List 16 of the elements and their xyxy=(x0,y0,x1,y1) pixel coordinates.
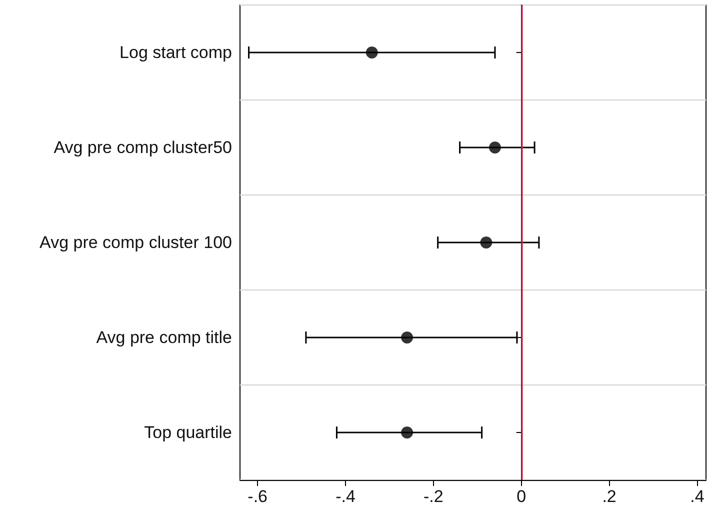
x-tick-label: 0 xyxy=(516,487,526,506)
x-tick-label: -.2 xyxy=(424,487,444,506)
y-tick-label: Avg pre comp cluster 100 xyxy=(40,233,232,252)
point xyxy=(480,236,492,248)
x-tick-label: .4 xyxy=(690,487,704,506)
y-tick-label: Avg pre comp title xyxy=(96,328,232,347)
point xyxy=(401,426,414,438)
x-tick-label: -.6 xyxy=(248,487,268,506)
y-tick-label: Top quartile xyxy=(144,423,232,442)
point xyxy=(488,142,501,154)
x-tick-label: -.4 xyxy=(336,487,356,506)
y-tick-label: Avg pre comp cluster50 xyxy=(54,138,232,157)
point xyxy=(366,46,378,58)
y-tick-label: Log start comp xyxy=(120,43,232,62)
point xyxy=(401,332,414,344)
x-tick-label: .2 xyxy=(602,487,616,506)
